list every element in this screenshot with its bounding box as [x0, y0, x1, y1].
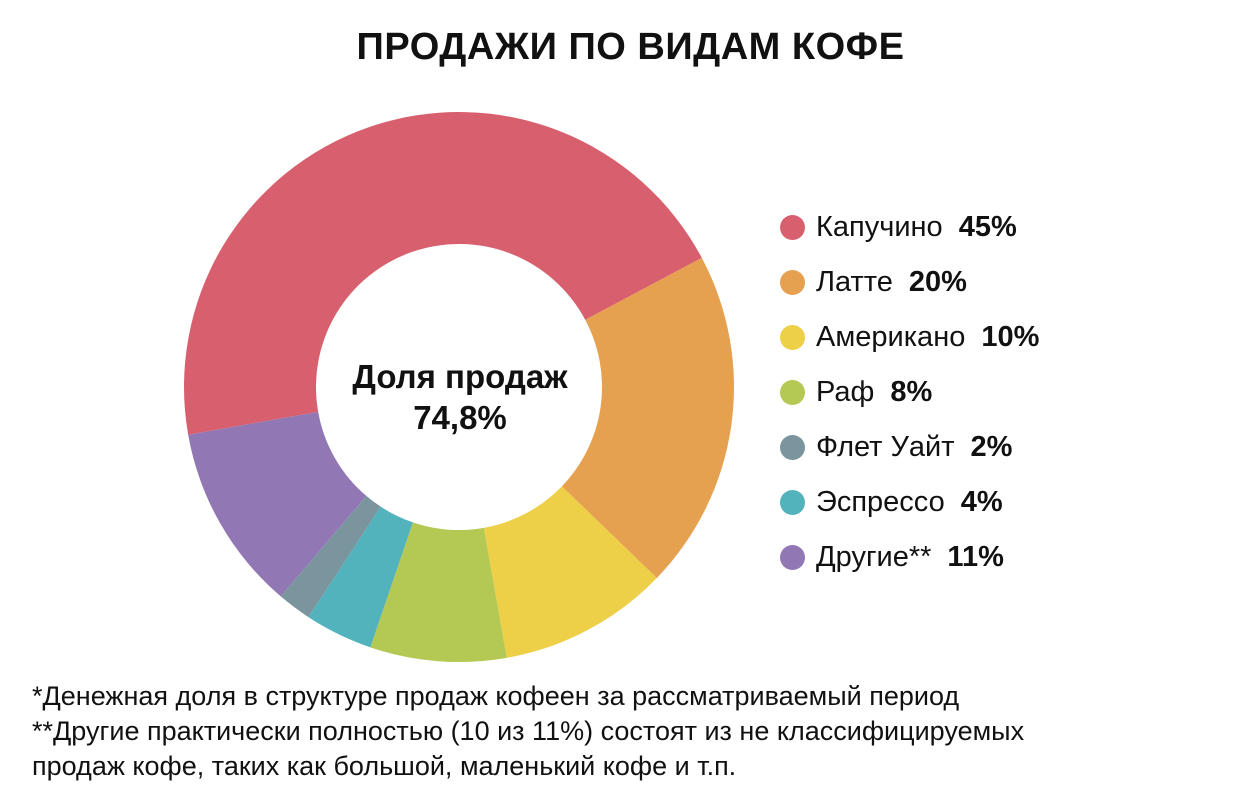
- donut-slice-4: [370, 522, 507, 663]
- legend-marker: [780, 325, 805, 350]
- legend-item: Раф 8%: [780, 365, 1039, 420]
- legend: Капучино 45% Латте 20% Американо 10% Раф 8% Флет…: [780, 200, 1039, 585]
- legend-marker: [780, 380, 805, 405]
- donut-slice-7: [188, 411, 367, 597]
- donut-slice-5: [308, 506, 413, 648]
- legend-marker: [780, 270, 805, 295]
- legend-marker: [780, 215, 805, 240]
- donut-slice-6: [280, 495, 381, 618]
- legend-item: Флет Уайт 2%: [780, 420, 1039, 475]
- legend-label: Другие**: [816, 541, 932, 573]
- footnote-1: *Денежная доля в структуре продаж кофеен…: [32, 681, 960, 711]
- footnote-2: **Другие практически полностью (10 из 11…: [32, 716, 1025, 746]
- legend-marker: [780, 545, 805, 570]
- legend-value: 45%: [958, 211, 1017, 243]
- legend-value: 11%: [947, 541, 1004, 573]
- legend-value: 4%: [960, 486, 1003, 518]
- legend-item: Другие** 11%: [780, 530, 1039, 585]
- chart-title: ПРОДАЖИ ПО ВИДАМ КОФЕ: [356, 26, 905, 68]
- legend-item: Эспрессо 4%: [780, 475, 1039, 530]
- legend-label: Американо: [816, 321, 966, 353]
- donut-chart: Доля продаж 74,8%: [184, 111, 735, 663]
- legend-item: Латте 20%: [780, 255, 1039, 310]
- legend-item: Американо 10%: [780, 310, 1039, 365]
- legend-marker: [780, 490, 805, 515]
- legend-marker: [780, 435, 805, 460]
- donut-slice-3: [483, 486, 657, 658]
- footnotes: *Денежная доля в структуре продаж кофеен…: [32, 679, 1222, 784]
- center-label: Доля продаж: [352, 358, 568, 395]
- legend-label: Флет Уайт: [816, 431, 955, 463]
- footnote-3: продаж кофе, таких как большой, маленьки…: [32, 751, 737, 781]
- legend-label: Латте: [816, 266, 893, 298]
- legend-value: 2%: [970, 431, 1013, 463]
- legend-value: 10%: [981, 321, 1040, 353]
- legend-value: 8%: [890, 376, 933, 408]
- donut-slice-2: [561, 257, 735, 579]
- legend-label: Эспрессо: [816, 486, 945, 518]
- legend-value: 20%: [908, 266, 967, 298]
- legend-item: Капучино 45%: [780, 200, 1039, 255]
- donut-slices: [184, 111, 735, 663]
- donut-slice-1: [184, 111, 702, 435]
- legend-label: Капучино: [816, 211, 943, 243]
- center-value: 74,8%: [413, 399, 507, 436]
- legend-label: Раф: [816, 376, 875, 408]
